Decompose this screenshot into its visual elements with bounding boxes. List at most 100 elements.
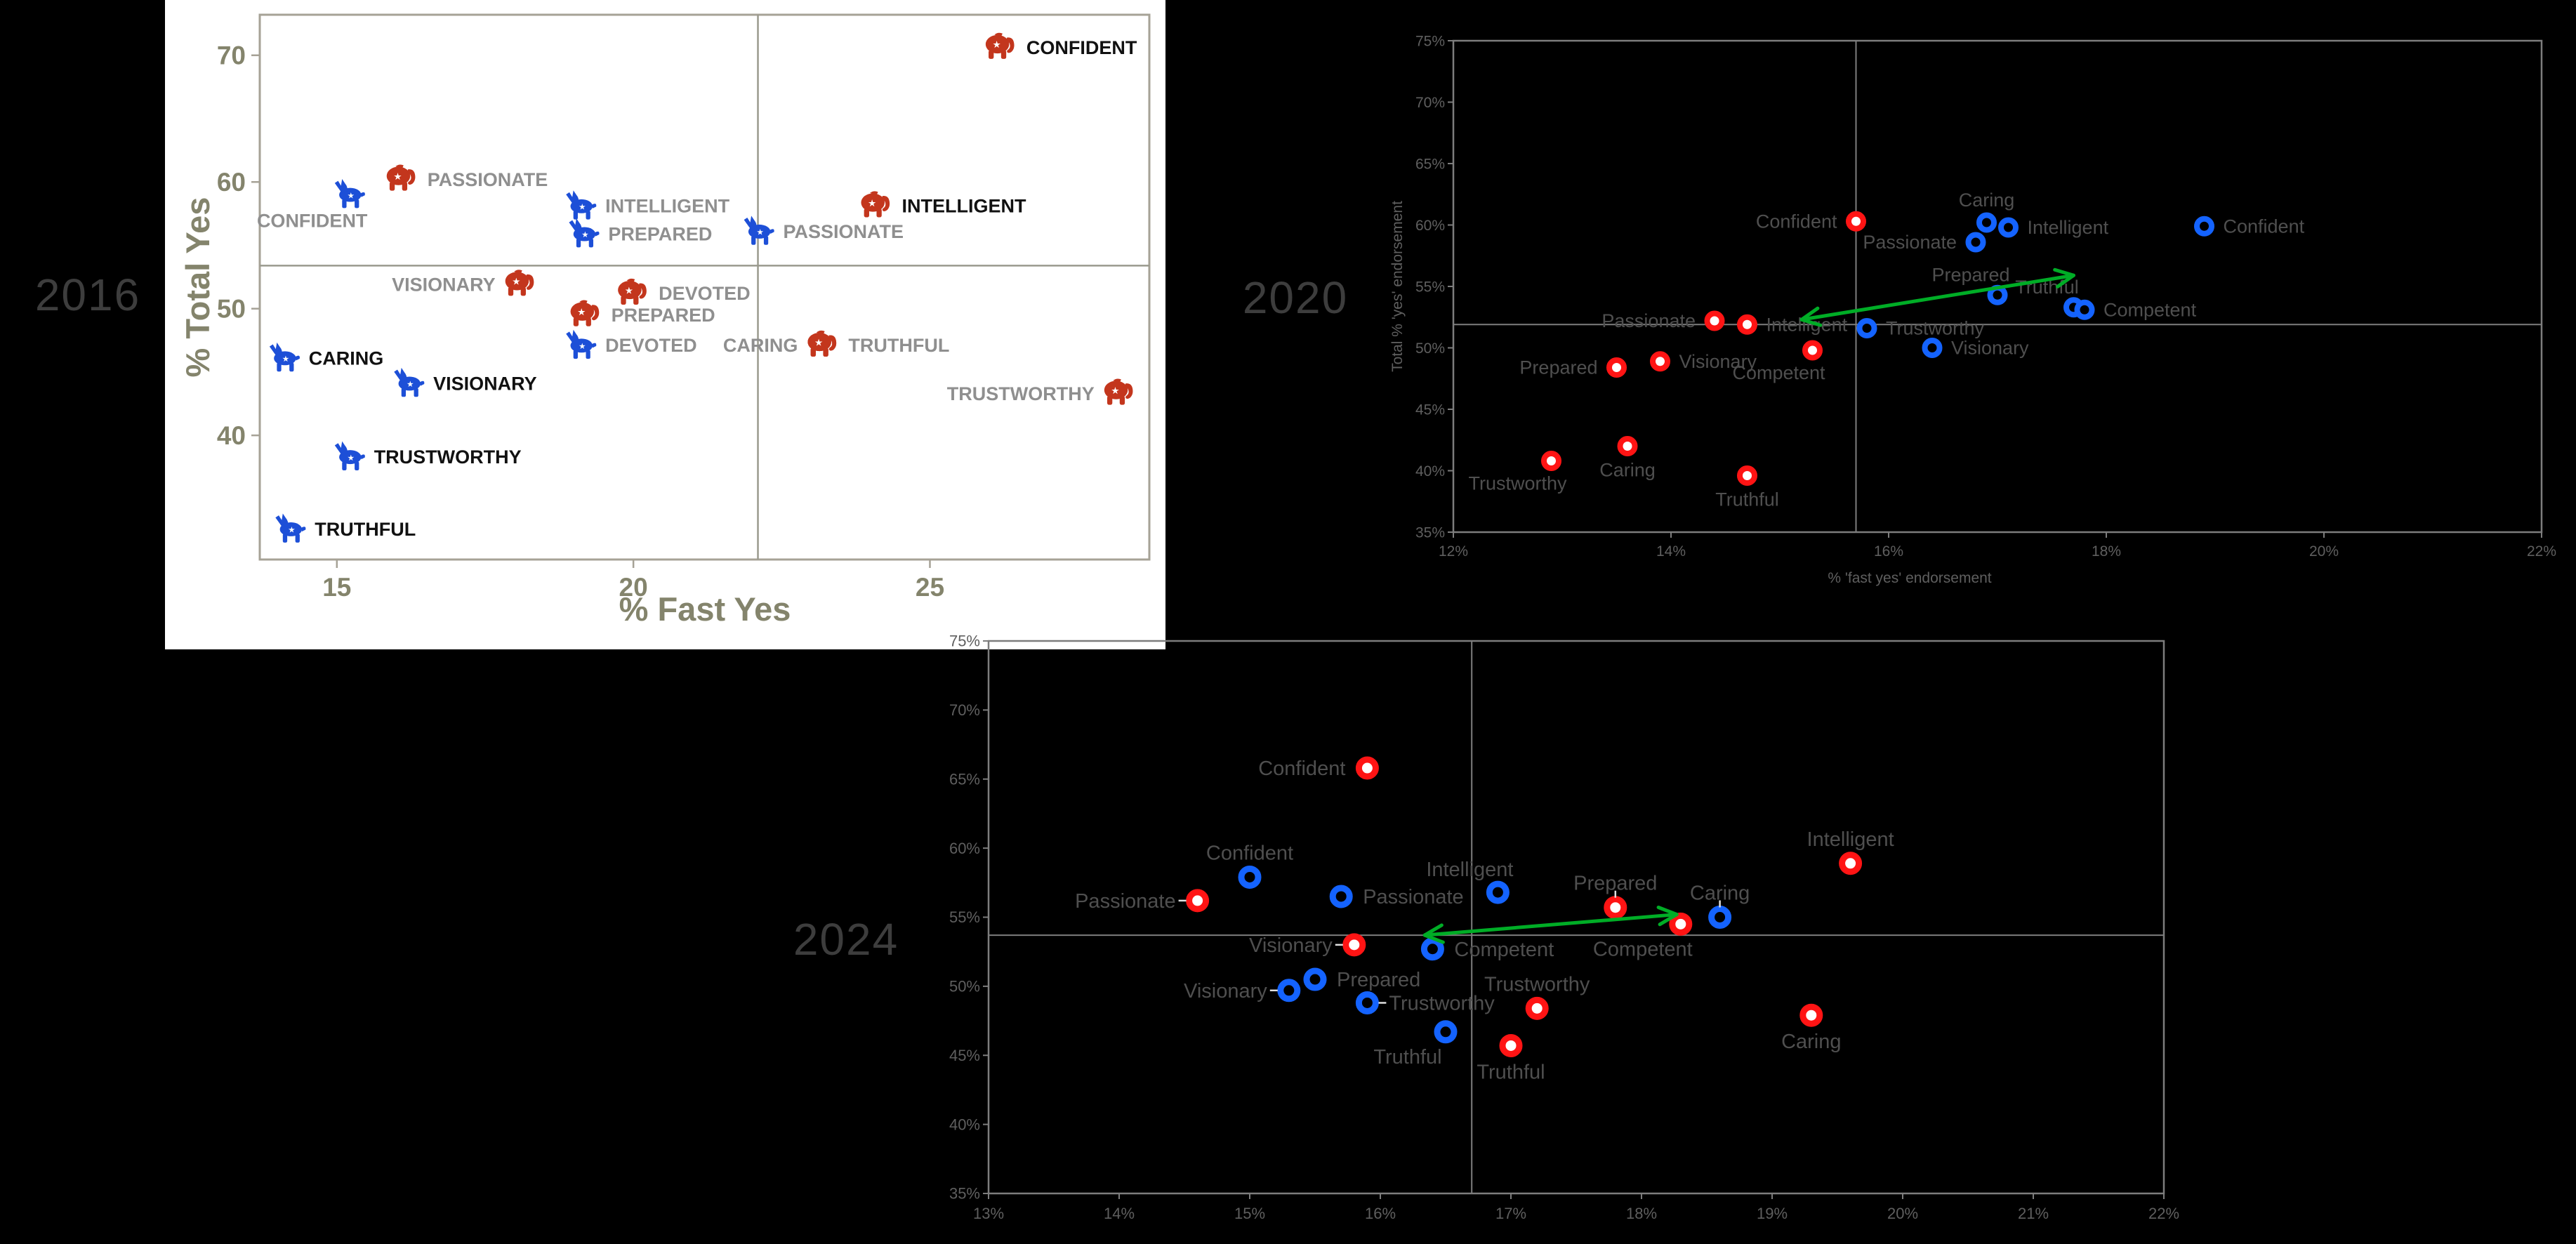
x-axis-title: % Fast Yes	[619, 590, 791, 628]
2020-democrat-intelligent-marker	[1998, 217, 2019, 238]
2020-republican-caring-label: Caring	[1599, 460, 1656, 481]
x-tick-label: 12%	[1439, 543, 1468, 560]
chart-2016: 15 20 25 40 50 60 70 % Fast Yes % Total Yes CONFI…	[165, 0, 1165, 649]
x-tick-label: 22%	[2527, 543, 2556, 560]
arrow-head	[1799, 317, 1823, 327]
2020-republican-trustworthy-label: Trustworthy	[1468, 473, 1567, 494]
y-tick-label: 45%	[949, 1047, 980, 1064]
2020-democrat-confident-marker	[2194, 216, 2214, 237]
2024-republican-competent-marker	[1669, 912, 1693, 936]
2020-democrat-visionary-marker	[1922, 338, 1943, 358]
2024-democrat-prepared-label: Prepared	[1337, 969, 1420, 991]
2016-republican-passionate-label: PASSIONATE	[428, 169, 548, 190]
y-tick-label: 60	[217, 168, 246, 197]
y-tick-label: 50%	[949, 978, 980, 995]
2024-republican-passionate-label: Passionate	[1075, 890, 1176, 913]
2020-republican-confident-label: Confident	[1756, 211, 1837, 232]
2024-democrat-caring-label: Caring	[1690, 882, 1750, 905]
2020-democrat-intelligent-label: Intelligent	[2028, 217, 2109, 238]
y-tick-label: 55%	[1415, 279, 1445, 295]
2016-republican-visionary-label: VISIONARY	[392, 274, 496, 296]
arrow-head	[1656, 905, 1679, 917]
2016-democrat-intelligent-label: INTELLIGENT	[605, 196, 729, 217]
arrow-head	[2056, 273, 2075, 289]
2024-democrat-caring-marker	[1708, 906, 1732, 929]
2016-democrat-passionate-label: PASSIONATE	[784, 221, 904, 242]
y-axis-title: Total % 'yes' endorsement	[1389, 201, 1406, 372]
2020-democrat-competent-label: Competent	[2103, 299, 2197, 320]
x-tick-label: 14%	[1656, 543, 1686, 560]
x-tick-label: 16%	[1365, 1205, 1396, 1222]
chart-2016-plot-border	[258, 13, 1151, 561]
arrow-head	[2053, 267, 2075, 277]
2024-republican-competent-label: Competent	[1593, 938, 1693, 960]
2020-democrat-trustworthy-marker	[1856, 318, 1877, 338]
2024-republican-truthful-label: Truthful	[1477, 1061, 1545, 1083]
2020-democrat-caring-label: Caring	[1959, 190, 2015, 211]
y-tick-label: 50	[217, 295, 246, 324]
2024-republican-visionary-marker	[1342, 933, 1366, 957]
y-axis-title: % Total Yes	[179, 197, 216, 378]
2020-republican-passionate-marker	[1704, 310, 1725, 331]
2024-republican-prepared-marker	[1604, 896, 1627, 920]
2024-democrat-confident-marker	[1238, 865, 1262, 889]
2024-republican-trustworthy-label: Trustworthy	[1484, 973, 1590, 995]
2016-democrat-devoted-label: DEVOTED	[605, 335, 697, 356]
2016-democrat-confident-label: CONFIDENT	[257, 210, 368, 231]
2016-republican-confident-label: CONFIDENT	[1026, 37, 1137, 58]
2020-democrat-passionate-marker	[1965, 232, 1986, 253]
2020-republican-caring-marker	[1617, 436, 1638, 456]
2020-republican-passionate-label: Passionate	[1601, 310, 1696, 331]
2020-democrat-visionary-label: Visionary	[1951, 338, 2029, 359]
y-tick-label: 40%	[949, 1116, 980, 1133]
x-tick-label: 22%	[2148, 1205, 2179, 1222]
x-tick-label: 13%	[973, 1205, 1004, 1222]
2024-democrat-passionate-marker	[1329, 885, 1353, 908]
y-tick-label: 75%	[1415, 33, 1445, 49]
chart-2016-panel	[165, 0, 1165, 649]
chart-2020: 12% 14% 16% 18% 20% 22% 35% 40% 45% 50% 55% 60% 65% 7…	[1389, 33, 2556, 586]
2016-republican-devoted-label: DEVOTED	[659, 283, 751, 304]
y-tick-label: 75%	[949, 633, 980, 650]
y-tick-label: 35%	[949, 1185, 980, 1203]
x-tick-label: 15%	[1234, 1205, 1265, 1222]
y-tick-label: 55%	[949, 908, 980, 926]
y-tick-label: 60%	[1415, 218, 1445, 234]
arrow-head	[1799, 306, 1820, 322]
2016-democrat-truthful-label: TRUTHFUL	[315, 519, 416, 540]
2024-democrat-visionary-label: Visionary	[1184, 980, 1267, 1003]
2024-republican-truthful-marker	[1499, 1033, 1523, 1057]
x-tick-label: 21%	[2018, 1205, 2049, 1222]
x-tick-label: 20%	[2309, 543, 2339, 560]
2016-democrat-trustworthy-label: TRUSTWORTHY	[374, 446, 522, 468]
chart-2024-plot-border	[987, 640, 2165, 1195]
2024-democrat-passionate-label: Passionate	[1363, 886, 1464, 908]
2024-democrat-trustworthy-label: Trustworthy	[1389, 992, 1495, 1014]
x-tick-label: 14%	[1104, 1205, 1135, 1222]
2024-republican-passionate-marker	[1186, 889, 1210, 913]
2020-republican-trustworthy-marker	[1541, 451, 1561, 471]
y-tick-label: 40%	[1415, 463, 1445, 479]
2016-republican-trustworthy-label: TRUSTWORTHY	[947, 383, 1095, 404]
x-tick-label: 20	[619, 573, 648, 602]
chart-2020-shift-arrow	[1799, 267, 2075, 327]
2020-republican-truthful-label: Truthful	[1715, 489, 1779, 510]
2020-democrat-caring-marker	[1976, 212, 1997, 233]
2016-democrat-visionary-label: VISIONARY	[433, 373, 537, 394]
2024-democrat-visionary-marker	[1277, 979, 1301, 1003]
2024-democrat-competent-label: Competent	[1454, 939, 1554, 961]
arrow-line	[1801, 273, 2074, 322]
2024-republican-caring-marker	[1799, 1003, 1823, 1027]
2024-democrat-truthful-label: Truthful	[1373, 1046, 1441, 1068]
x-tick-label: 15	[322, 573, 351, 602]
2024-republican-prepared-label: Prepared	[1573, 873, 1657, 895]
2024-republican-visionary-label: Visionary	[1249, 934, 1333, 957]
2020-republican-competent-label: Competent	[1732, 362, 1825, 383]
2024-democrat-prepared-marker	[1303, 967, 1327, 991]
2024-republican-trustworthy-marker	[1525, 996, 1549, 1020]
2024-republican-confident-marker	[1355, 756, 1379, 780]
year-label-2020: 2020	[1242, 272, 1349, 323]
arrow-line	[1425, 913, 1677, 937]
2024-democrat-trustworthy-marker	[1355, 991, 1379, 1014]
